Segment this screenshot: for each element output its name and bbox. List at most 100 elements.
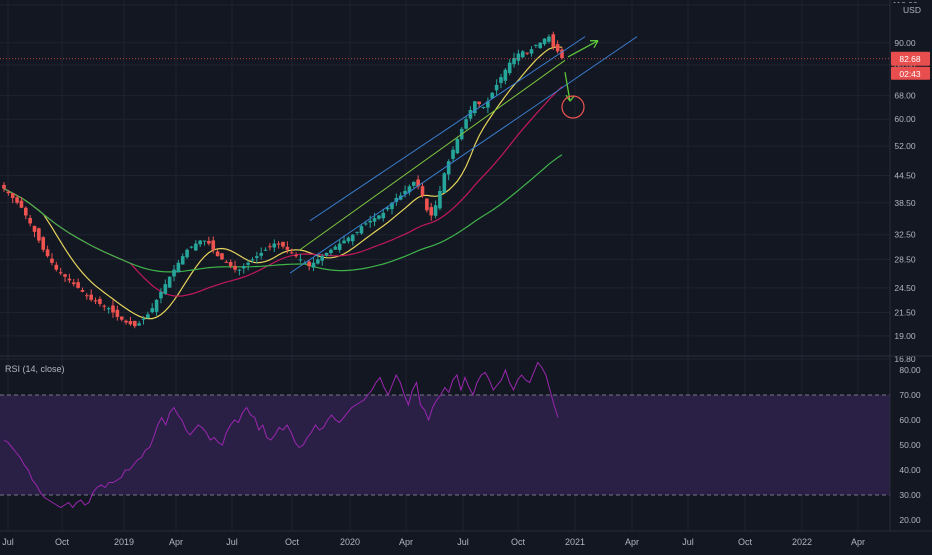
channel-lower-line[interactable] — [289, 36, 638, 274]
candle[interactable] — [346, 236, 351, 244]
candle[interactable] — [23, 206, 28, 220]
candle[interactable] — [163, 279, 168, 295]
candle[interactable] — [320, 253, 325, 266]
candle[interactable] — [63, 273, 67, 283]
candle[interactable] — [534, 44, 538, 48]
candle[interactable] — [207, 236, 211, 246]
candle[interactable] — [486, 97, 490, 114]
candle[interactable] — [41, 236, 46, 253]
candle[interactable] — [194, 240, 198, 251]
candle[interactable] — [80, 287, 85, 293]
candle[interactable] — [464, 115, 468, 130]
candle[interactable] — [337, 239, 342, 253]
candle[interactable] — [350, 233, 355, 246]
candle[interactable] — [10, 192, 15, 203]
candle[interactable] — [54, 261, 59, 272]
candle[interactable] — [89, 289, 93, 302]
candle[interactable] — [529, 46, 534, 57]
candle[interactable] — [228, 259, 233, 269]
candle[interactable] — [503, 68, 508, 85]
up-arrow-line[interactable] — [567, 40, 599, 58]
candle[interactable] — [146, 311, 150, 319]
candle[interactable] — [67, 273, 72, 284]
candle[interactable] — [433, 200, 438, 219]
candle[interactable] — [106, 306, 111, 314]
candle[interactable] — [132, 320, 137, 329]
candle[interactable] — [255, 251, 259, 264]
candle[interactable] — [141, 316, 146, 325]
candle[interactable] — [32, 225, 37, 238]
candle[interactable] — [368, 215, 372, 228]
candle[interactable] — [237, 268, 242, 276]
candle[interactable] — [272, 239, 277, 252]
candle[interactable] — [560, 46, 564, 60]
candle[interactable] — [85, 292, 89, 300]
candle[interactable] — [289, 248, 294, 254]
rsi-indicator-title[interactable]: RSI (14, close) — [5, 364, 65, 374]
candle[interactable] — [333, 244, 338, 250]
candle[interactable] — [307, 260, 311, 271]
candle[interactable] — [150, 303, 155, 314]
candle[interactable] — [542, 38, 547, 46]
candle[interactable] — [93, 297, 98, 304]
candle[interactable] — [525, 52, 529, 56]
candle[interactable] — [167, 276, 172, 288]
candle[interactable] — [202, 240, 207, 246]
candle[interactable] — [185, 248, 189, 259]
candle[interactable] — [555, 40, 560, 54]
candle[interactable] — [403, 185, 407, 198]
candle[interactable] — [377, 214, 381, 220]
candle[interactable] — [451, 146, 455, 162]
candle[interactable] — [2, 182, 6, 192]
candle[interactable] — [355, 231, 359, 236]
candle[interactable] — [442, 172, 447, 194]
candle[interactable] — [220, 252, 224, 260]
candle[interactable] — [538, 41, 543, 49]
candle[interactable] — [481, 106, 486, 109]
candle[interactable] — [124, 319, 128, 325]
candle[interactable] — [446, 159, 451, 181]
candle[interactable] — [119, 316, 124, 322]
candle[interactable] — [420, 182, 425, 198]
candle[interactable] — [499, 73, 503, 89]
candle[interactable] — [411, 181, 416, 189]
candle[interactable] — [19, 196, 24, 209]
candle[interactable] — [281, 241, 285, 249]
candle[interactable] — [473, 101, 477, 116]
candle[interactable] — [137, 320, 141, 327]
candle[interactable] — [198, 239, 202, 248]
candle[interactable] — [512, 52, 516, 68]
candle[interactable] — [102, 304, 107, 311]
drawings[interactable] — [0, 36, 890, 274]
candle[interactable] — [76, 278, 80, 289]
candle[interactable] — [180, 253, 185, 265]
candle[interactable] — [172, 264, 176, 282]
target-circle[interactable] — [561, 95, 585, 119]
candle[interactable] — [250, 257, 255, 263]
candle[interactable] — [298, 254, 303, 263]
candle[interactable] — [189, 245, 194, 249]
candle[interactable] — [324, 252, 329, 257]
candle[interactable] — [490, 91, 495, 99]
candle[interactable] — [455, 136, 460, 155]
candle[interactable] — [294, 252, 298, 258]
channel-mid-line[interactable] — [299, 59, 566, 251]
candle[interactable] — [285, 241, 290, 254]
candle[interactable] — [507, 59, 512, 76]
candle[interactable] — [359, 224, 364, 235]
candle[interactable] — [316, 254, 320, 265]
currency-label[interactable]: USD — [903, 5, 921, 15]
candle[interactable] — [547, 34, 551, 44]
candle[interactable] — [58, 267, 63, 276]
candle[interactable] — [438, 185, 442, 211]
candle[interactable] — [176, 259, 181, 273]
candle[interactable] — [15, 194, 19, 205]
candle[interactable] — [6, 190, 11, 196]
candle[interactable] — [246, 260, 250, 271]
candle[interactable] — [416, 175, 420, 190]
candle[interactable] — [259, 247, 264, 260]
candle[interactable] — [128, 316, 133, 326]
candle[interactable] — [551, 31, 556, 50]
candle[interactable] — [329, 248, 333, 256]
candle[interactable] — [115, 305, 120, 321]
